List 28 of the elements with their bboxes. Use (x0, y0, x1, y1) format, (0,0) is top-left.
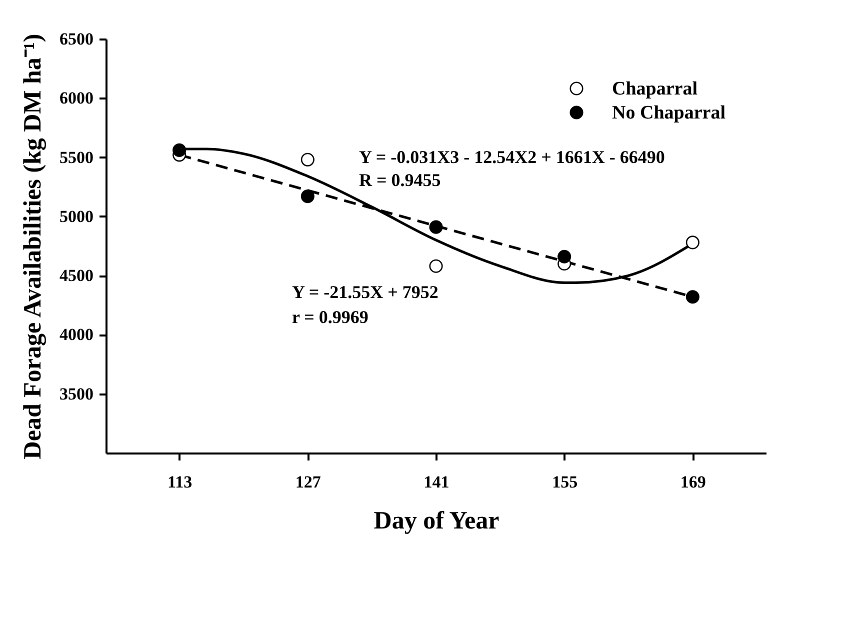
annotation: Y = -21.55X + 7952 (292, 282, 438, 302)
x-tick-label: 127 (295, 472, 322, 492)
point (172, 143, 186, 157)
x-tick-label: 141 (424, 472, 450, 492)
point (300, 190, 314, 204)
y-axis-title: Dead Forage Availabilities (kg DM ha⁻¹) (20, 34, 46, 460)
y-tick-label: 4500 (60, 266, 94, 286)
point (300, 152, 314, 166)
point (558, 250, 572, 264)
point (686, 290, 700, 304)
annotation: R = 0.9455 (359, 170, 441, 190)
annotation: Y = -0.031X3 - 12.54X2 + 1661X - 66490 (359, 147, 665, 167)
legend-label: Chaparral (612, 78, 698, 100)
point (429, 220, 443, 234)
point (429, 259, 443, 273)
y-tick-label: 6500 (60, 30, 94, 48)
y-tick-label: 3500 (60, 384, 94, 404)
y-tick-label: 5000 (60, 206, 94, 226)
x-axis-title: Day of Year (374, 508, 500, 534)
x-tick-label: 155 (552, 472, 578, 492)
y-tick-label: 6000 (60, 88, 94, 108)
x-tick-label: 113 (168, 472, 192, 492)
legend-label: No Chaparral (612, 102, 726, 124)
y-tick-label: 5500 (60, 148, 94, 167)
point (686, 236, 700, 250)
annotation: r = 0.9969 (292, 307, 368, 327)
y-tick-label: 4000 (60, 325, 94, 344)
x-tick-label: 169 (680, 472, 706, 492)
